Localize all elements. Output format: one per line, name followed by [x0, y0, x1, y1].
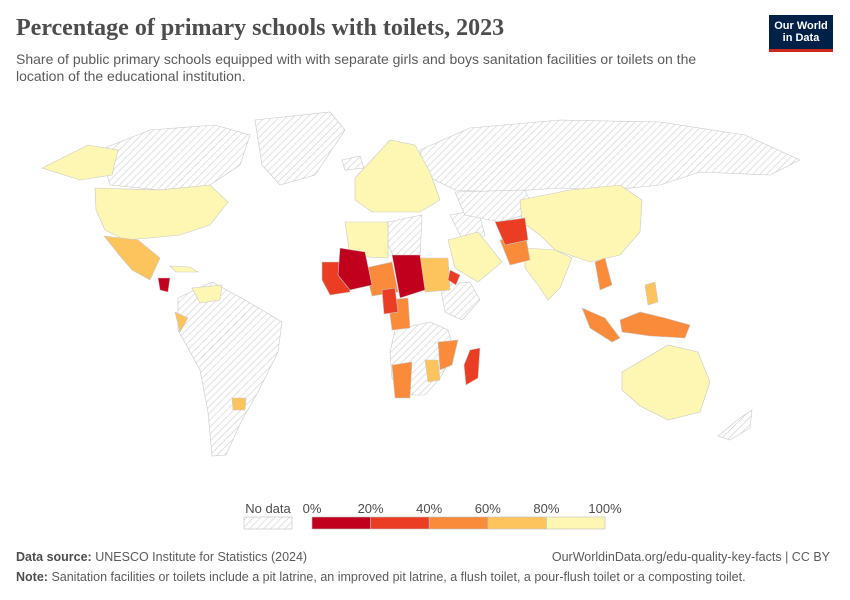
note: Note: Sanitation facilities or toilets i… [16, 570, 836, 584]
legend-bin-20-40 [370, 516, 430, 530]
region-afghanistan[interactable] [494, 217, 529, 246]
region-cameroon[interactable] [381, 287, 399, 315]
world-map[interactable] [0, 100, 850, 470]
region-philippines-area[interactable] [644, 281, 659, 306]
legend-tick-label: 80% [533, 501, 559, 516]
data-source: Data source: UNESCO Institute for Statis… [16, 550, 307, 564]
region-south-america[interactable] [177, 281, 283, 457]
legend-bin-60-80 [487, 516, 547, 530]
region-alaska[interactable] [41, 144, 119, 181]
region-peru-area[interactable] [174, 311, 189, 333]
region-greenland[interactable] [254, 111, 346, 186]
region-indonesia[interactable] [581, 307, 621, 343]
region-mali[interactable] [337, 247, 373, 291]
region-arabia[interactable] [447, 231, 503, 283]
note-text: Sanitation facilities or toilets include… [51, 570, 746, 584]
logo-line-1: Our World [774, 20, 828, 32]
legend-tick-label: 20% [358, 501, 384, 516]
region-iceland-norway[interactable] [341, 155, 365, 171]
region-india[interactable] [524, 247, 573, 301]
region-sahel-west[interactable] [364, 261, 399, 297]
region-arctic-canada[interactable] [99, 124, 251, 191]
legend-bin-0-20 [311, 516, 371, 530]
source-url[interactable]: OurWorldinData.org/edu-quality-key-facts… [551, 550, 830, 564]
legend-no-data-swatch [243, 516, 293, 530]
region-new-zealand[interactable] [717, 409, 753, 441]
region-east-africa[interactable] [439, 281, 481, 321]
region-mexico[interactable] [103, 235, 161, 281]
legend-no-data-label: No data [245, 501, 291, 516]
region-namibia[interactable] [391, 361, 413, 399]
legend-tick-label: 0% [303, 501, 322, 516]
chart-subtitle: Share of public primary schools equipped… [16, 51, 697, 84]
region-chad-niger[interactable] [391, 254, 426, 299]
region-china[interactable] [519, 184, 643, 263]
region-central-asia[interactable] [454, 189, 536, 223]
legend-tick-label: 40% [416, 501, 442, 516]
region-europe[interactable] [354, 139, 441, 213]
legend-tick-label: 60% [475, 501, 501, 516]
region-indonesia-east[interactable] [619, 311, 691, 339]
legend-bin-40-60 [428, 516, 489, 530]
region-madagascar[interactable] [463, 347, 481, 386]
region-usa-canada[interactable] [94, 184, 229, 241]
data-source-label: Data source: [16, 550, 92, 564]
logo-line-2: in Data [782, 32, 820, 44]
region-russia[interactable] [419, 119, 801, 193]
region-australia[interactable] [621, 344, 711, 421]
region-madagascar-mainland[interactable] [437, 339, 459, 371]
region-vietnam[interactable] [594, 257, 613, 291]
chart-title: Percentage of primary schools with toile… [16, 15, 505, 41]
region-nicaragua[interactable] [157, 277, 171, 293]
note-label: Note: [16, 570, 48, 584]
region-mozambique-area[interactable] [424, 359, 441, 383]
region-eritrea[interactable] [447, 269, 461, 286]
region-algeria-libya[interactable] [344, 221, 389, 259]
owid-logo[interactable]: Our World in Data [769, 15, 833, 52]
region-uruguay-area[interactable] [231, 397, 247, 411]
legend-tick-label: 100% [588, 501, 622, 516]
region-venezuela[interactable] [191, 284, 223, 304]
legend-bin-80-100 [546, 516, 606, 530]
data-source-text[interactable]: UNESCO Institute for Statistics (2024) [95, 550, 308, 564]
region-cuba[interactable] [169, 265, 200, 273]
